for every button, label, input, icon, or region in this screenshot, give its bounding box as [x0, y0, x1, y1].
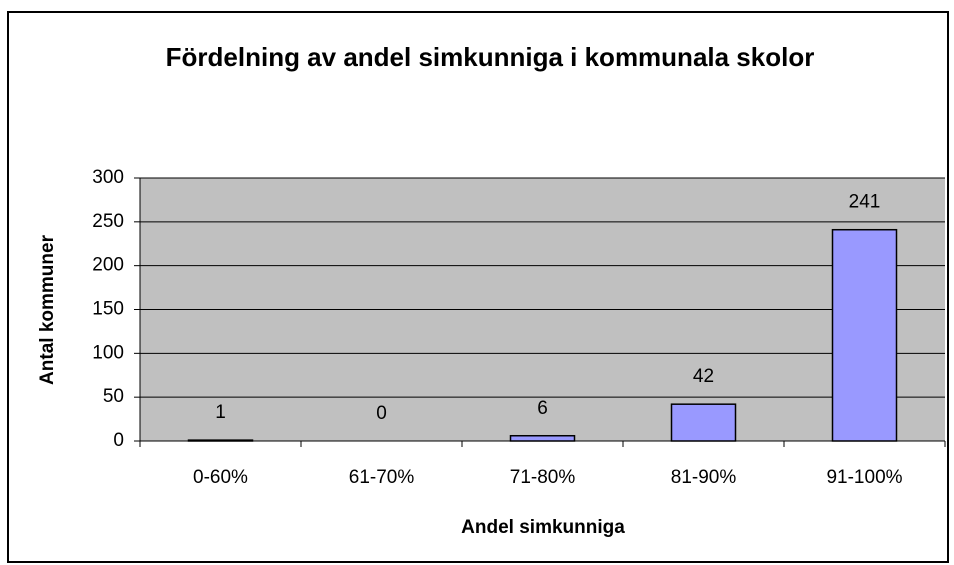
bar [509, 434, 576, 442]
y-tick-label: 150 [92, 299, 124, 320]
x-tick-label: 91-100% [826, 467, 902, 488]
bar [831, 228, 898, 442]
data-label: 0 [376, 403, 387, 424]
y-tick-label: 300 [92, 167, 124, 188]
x-tick-label: 0-60% [193, 467, 248, 488]
x-tick-label: 61-70% [349, 467, 415, 488]
bar [670, 403, 737, 442]
x-axis-title: Andel simkunniga [461, 517, 625, 538]
y-tick-label: 250 [92, 211, 124, 232]
data-label: 241 [849, 192, 881, 213]
x-tick-label: 71-80% [510, 467, 576, 488]
y-axis-title: Antal kommuner [37, 234, 58, 385]
data-label: 1 [215, 402, 226, 423]
y-tick-label: 100 [92, 342, 124, 363]
data-label: 42 [693, 366, 714, 387]
y-tick-label: 200 [92, 255, 124, 276]
y-tick-label: 50 [103, 386, 124, 407]
chart-title: Fördelning av andel simkunniga i kommuna… [165, 42, 815, 72]
bar [187, 439, 254, 442]
data-label: 6 [537, 398, 548, 419]
y-tick-label: 0 [113, 430, 124, 451]
x-tick-label: 81-90% [671, 467, 737, 488]
